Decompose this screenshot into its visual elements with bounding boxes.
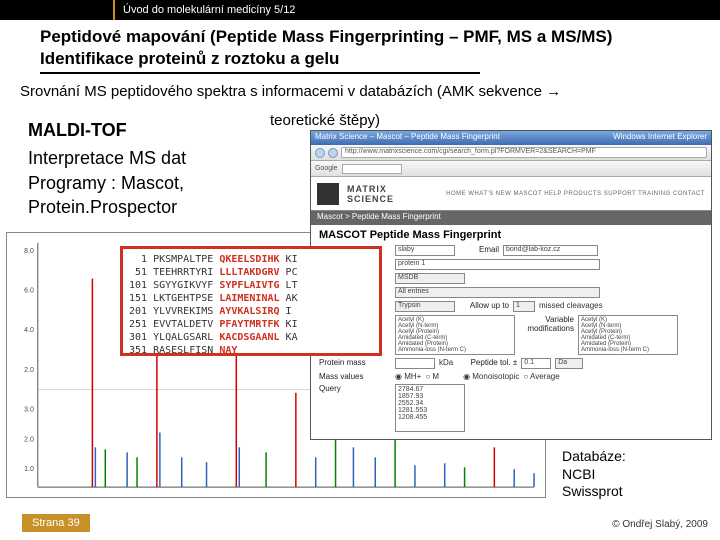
url-bar[interactable]: http://www.matrixscience.com/cgi/search_… [341, 147, 707, 158]
ptol-unit[interactable]: Da [555, 358, 583, 369]
database-list: Databáze: NCBI Swissprot [562, 448, 626, 501]
svg-text:6.0: 6.0 [24, 288, 34, 295]
var-select[interactable]: Acetyl (K) Acetyl (N-term) Acetyl (Prote… [578, 315, 678, 355]
back-button[interactable] [315, 148, 325, 158]
mass-label: Mass values [319, 372, 391, 381]
fixed-select[interactable]: Acetyl (K) Acetyl (N-term) Acetyl (Prote… [395, 315, 515, 355]
course-title: Úvod do molekulární medicíny 5/12 [115, 4, 295, 16]
matrix-header: MATRIXSCIENCE HOME WHAT'S NEW MASCOT HEL… [311, 177, 711, 211]
svg-text:8.0: 8.0 [24, 248, 34, 255]
var-label: Variable modifications [519, 315, 574, 333]
pmass-input[interactable] [395, 358, 435, 369]
teoret-text: teoretické štěpy) [270, 112, 380, 129]
programs-line-1: Programy : Mascot, [28, 171, 186, 195]
comparison-text: Srovnání MS peptidového spektra s inform… [0, 78, 720, 102]
svg-text:2.0: 2.0 [24, 436, 34, 443]
pmass-label: Protein mass [319, 358, 391, 367]
name-input[interactable]: slaby [395, 245, 455, 256]
sequence-box: 1 PKSMPALTPE QKEELSDIHK KI 51 TEEHRRTYRI… [120, 246, 382, 356]
query-input[interactable]: 2784.67 1857.93 2552.34 1281.553 1208.45… [395, 384, 465, 432]
mono-radio[interactable]: ◉ Monoisotopic [463, 372, 519, 381]
stitle-input[interactable]: protein 1 [395, 259, 600, 270]
slide-header: Úvod do molekulární medicíny 5/12 [0, 0, 720, 20]
svg-text:3.0: 3.0 [24, 407, 34, 414]
matrix-logo-icon [317, 183, 339, 205]
matrix-logo-text: MATRIXSCIENCE [347, 184, 394, 204]
left-column: MALDI-TOF Interpretace MS dat Programy :… [28, 118, 186, 219]
svg-text:1.0: 1.0 [24, 466, 34, 473]
interp-label: Interpretace MS dat [28, 146, 186, 170]
browser-titlebar: Matrix Science – Mascot – Peptide Mass F… [311, 131, 711, 145]
copyright: © Ondřej Slabý, 2009 [612, 519, 708, 530]
window-title: Matrix Science – Mascot – Peptide Mass F… [315, 132, 500, 144]
avg-radio[interactable]: ○ Average [523, 372, 559, 381]
google-search-input[interactable] [342, 164, 402, 174]
title-underline [40, 72, 480, 74]
mass-mh[interactable]: ◉ MH+ [395, 372, 421, 381]
db-heading: Databáze: [562, 448, 626, 466]
email-input[interactable]: bond@lab-koz.cz [503, 245, 598, 256]
browser-navbar: http://www.matrixscience.com/cgi/search_… [311, 145, 711, 161]
pmass-unit: kDa [439, 358, 453, 367]
email-label: Email [459, 245, 499, 254]
mass-m[interactable]: ○ M [425, 372, 439, 381]
miss-suffix: missed cleavages [539, 301, 603, 310]
ptol-input[interactable]: 0.1 [521, 358, 551, 369]
ptol-label: Peptide tol. ± [457, 358, 517, 367]
svg-text:2.0: 2.0 [24, 367, 34, 374]
window-app: Windows Internet Explorer [613, 132, 707, 144]
enz-select[interactable]: Trypsin [395, 301, 455, 312]
title-line-1: Peptidové mapování (Peptide Mass Fingerp… [40, 26, 680, 48]
db-swissprot: Swissprot [562, 483, 626, 501]
db-ncbi: NCBI [562, 466, 626, 484]
svg-text:4.0: 4.0 [24, 327, 34, 334]
db-select[interactable]: MSDB [395, 273, 465, 284]
forward-button[interactable] [328, 148, 338, 158]
tax-select[interactable]: All entries [395, 287, 600, 298]
query-label: Query [319, 384, 391, 393]
title-line-2: Identifikace proteinů z roztoku a gelu [40, 48, 680, 70]
miss-select[interactable]: 1 [513, 301, 535, 312]
maldi-label: MALDI-TOF [28, 118, 186, 142]
programs-line-2: Protein.Prospector [28, 195, 186, 219]
browser-toolbar: Google [311, 161, 711, 177]
google-label: Google [315, 165, 338, 172]
header-accent [0, 0, 115, 20]
slide-title: Peptidové mapování (Peptide Mass Fingerp… [0, 20, 720, 78]
mascot-breadcrumb: Mascot > Peptide Mass Fingerprint [311, 211, 711, 225]
mascot-form-title: MASCOT Peptide Mass Fingerprint [311, 225, 711, 243]
matrix-site-nav[interactable]: HOME WHAT'S NEW MASCOT HELP PRODUCTS SUP… [446, 191, 705, 197]
page-number: Strana 39 [22, 514, 90, 532]
miss-label: Allow up to [459, 301, 509, 310]
